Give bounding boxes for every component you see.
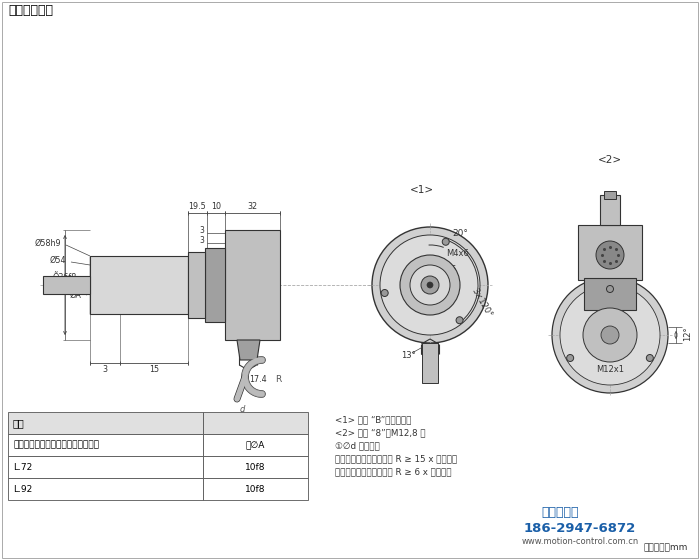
Bar bbox=[578, 225, 642, 280]
Bar bbox=[43, 276, 90, 294]
Circle shape bbox=[427, 282, 433, 288]
Text: 15: 15 bbox=[149, 366, 159, 375]
Bar bbox=[8, 456, 203, 478]
Bar bbox=[203, 478, 308, 500]
Circle shape bbox=[596, 241, 624, 269]
Text: 19.5: 19.5 bbox=[188, 202, 206, 211]
Polygon shape bbox=[237, 340, 260, 360]
Text: 同步夹紧法兰: 同步夹紧法兰 bbox=[8, 3, 53, 16]
Circle shape bbox=[606, 286, 613, 292]
Text: 10f8: 10f8 bbox=[245, 484, 266, 493]
Text: <2>: <2> bbox=[598, 155, 622, 165]
Text: Õ36f8: Õ36f8 bbox=[53, 273, 77, 282]
Bar bbox=[584, 278, 636, 310]
Bar bbox=[90, 256, 188, 314]
Text: 186-2947-6872: 186-2947-6872 bbox=[524, 521, 636, 534]
Circle shape bbox=[456, 317, 463, 324]
Text: d: d bbox=[239, 405, 245, 414]
Bar bbox=[8, 412, 203, 434]
Text: ØA: ØA bbox=[69, 291, 81, 300]
Text: 西安德伍拓: 西安德伍拓 bbox=[541, 506, 579, 519]
Circle shape bbox=[400, 255, 460, 315]
Circle shape bbox=[410, 265, 450, 305]
Text: 固定安装时电缆弯曲半径 R ≥ 6 x 电缆直径: 固定安装时电缆弯曲半径 R ≥ 6 x 电缆直径 bbox=[335, 467, 452, 476]
Text: 轴∅A: 轴∅A bbox=[246, 441, 265, 450]
Text: 17.4: 17.4 bbox=[249, 376, 267, 385]
Circle shape bbox=[552, 277, 668, 393]
Text: L.92: L.92 bbox=[13, 484, 32, 493]
Text: 安装: 安装 bbox=[13, 418, 24, 428]
Circle shape bbox=[442, 238, 449, 245]
Text: 3: 3 bbox=[199, 226, 204, 235]
Bar bbox=[188, 252, 205, 318]
Text: 13°: 13° bbox=[400, 351, 415, 360]
Text: 10f8: 10f8 bbox=[245, 463, 266, 472]
Text: <2> 连接 “8”：M12,8 脚: <2> 连接 “8”：M12,8 脚 bbox=[335, 428, 426, 437]
Text: L.72: L.72 bbox=[13, 463, 32, 472]
Text: 弹性安装时电缆弯曲半径 R ≥ 15 x 电缆直径: 弹性安装时电缆弯曲半径 R ≥ 15 x 电缆直径 bbox=[335, 454, 457, 463]
Text: www.motion-control.com.cn: www.motion-control.com.cn bbox=[522, 538, 638, 547]
Text: M4x6: M4x6 bbox=[447, 249, 470, 258]
Circle shape bbox=[646, 354, 653, 362]
Text: 32: 32 bbox=[247, 202, 258, 211]
Text: 3×120°: 3×120° bbox=[470, 287, 494, 319]
Text: 尺寸单位：mm: 尺寸单位：mm bbox=[643, 543, 688, 552]
Text: ①∅d 弯曲半径: ①∅d 弯曲半径 bbox=[335, 441, 380, 450]
Text: Ø46: Ø46 bbox=[440, 264, 456, 273]
Text: 法兰，防护等级，轴（见订购信息）: 法兰，防护等级，轴（见订购信息） bbox=[13, 441, 99, 450]
Text: 12°: 12° bbox=[683, 326, 692, 341]
Bar bbox=[8, 434, 203, 456]
Bar bbox=[8, 478, 203, 500]
Circle shape bbox=[583, 308, 637, 362]
Circle shape bbox=[382, 290, 388, 296]
Circle shape bbox=[421, 276, 439, 294]
Text: <1> 连接 “B”：轴向电缆: <1> 连接 “B”：轴向电缆 bbox=[335, 415, 412, 424]
Bar bbox=[600, 195, 620, 225]
Bar bbox=[203, 434, 308, 456]
Text: R: R bbox=[275, 376, 281, 385]
Text: 20°: 20° bbox=[452, 228, 468, 237]
Text: Ø54: Ø54 bbox=[50, 255, 66, 264]
Circle shape bbox=[380, 235, 480, 335]
Bar bbox=[203, 456, 308, 478]
Bar bbox=[203, 412, 308, 434]
Text: <1>: <1> bbox=[410, 185, 434, 195]
Bar bbox=[205, 248, 225, 322]
Text: 3: 3 bbox=[102, 366, 108, 375]
Circle shape bbox=[560, 285, 660, 385]
Bar bbox=[604, 191, 616, 199]
Circle shape bbox=[372, 227, 488, 343]
Bar bbox=[422, 343, 438, 383]
Text: 10: 10 bbox=[211, 202, 221, 211]
Circle shape bbox=[567, 354, 574, 362]
Text: Ø58h9: Ø58h9 bbox=[35, 239, 62, 248]
Circle shape bbox=[601, 326, 619, 344]
Text: M12x1: M12x1 bbox=[596, 366, 624, 375]
Text: 3: 3 bbox=[199, 236, 204, 245]
Bar bbox=[225, 230, 280, 340]
